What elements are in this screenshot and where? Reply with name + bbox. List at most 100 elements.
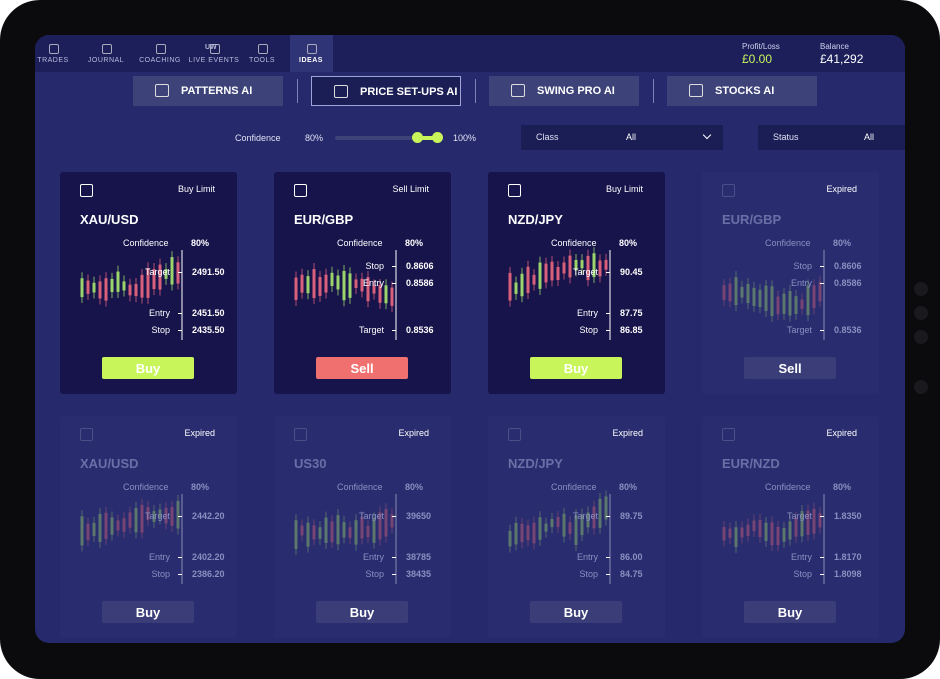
level-label: Entry [148,552,170,562]
level-label: Entry [362,552,384,562]
level-tick [178,330,182,331]
nav-tab[interactable]: JOURNAL [87,57,125,64]
idea-card[interactable]: Expired EUR/GBP Confidence 80% Stop 0.8606 Ent… [702,172,879,394]
level-tick [606,557,610,558]
level-label: Target [358,511,384,521]
level-tick [392,330,396,331]
level-label: Target [144,267,170,277]
card-status: Expired [398,428,429,438]
tool-button[interactable]: STOCKS AI [667,76,817,106]
nav-tab[interactable]: IDEAS [299,57,323,64]
confidence-value: 80% [405,482,424,492]
level-tick [392,266,396,267]
slider-track[interactable] [335,136,441,140]
level-tick [820,516,824,517]
tool-label: STOCKS AI [715,85,775,97]
tool-icon [511,84,525,97]
action-label: Buy [563,605,589,620]
level-value: 1.8350 [834,511,862,521]
side-button [914,330,928,344]
action-label: Sell [350,361,374,376]
level-tick [178,516,182,517]
level-value: 84.75 [620,569,643,579]
action-button[interactable]: Buy [316,601,408,623]
level-label: Target [786,511,812,521]
action-button[interactable]: Buy [102,601,194,623]
tool-button[interactable]: PRICE SET-UPS AI [311,76,461,106]
nav-tab[interactable]: COACHING [139,57,181,64]
slider-knob[interactable] [412,132,423,143]
action-button[interactable]: Sell [744,357,836,379]
card-status: Expired [184,428,215,438]
idea-card[interactable]: Expired XAU/USD Confidence 80% Target 2442.20… [60,416,237,638]
mini-chart [80,494,183,584]
nav-icon [258,44,268,54]
level-tick [820,557,824,558]
level-value: 1.8098 [834,569,862,579]
action-button[interactable]: Buy [744,601,836,623]
confidence-label: Confidence [551,238,597,248]
balance: £41,292 [820,52,864,66]
level-value: 0.8536 [834,325,862,335]
card-status: Expired [826,428,857,438]
chevron [702,130,712,140]
action-label: Buy [563,361,589,376]
level-value: 0.8606 [406,261,434,271]
idea-card[interactable]: Expired EUR/NZD Confidence 80% Target 1.8350 E… [702,416,879,638]
slider-knob[interactable] [432,132,443,143]
card-pair: US30 [294,456,327,471]
action-button[interactable]: Buy [530,601,622,623]
card-status: Sell Limit [392,184,429,194]
confidence-value: 80% [191,238,210,248]
mini-chart [294,494,397,584]
status-label: Status [773,132,799,142]
action-label: Sell [778,361,802,376]
idea-card[interactable]: Buy Limit XAU/USD Confidence 80% Target 2491.… [60,172,237,394]
card-pair: EUR/GBP [294,212,354,227]
level-label: Target [786,325,812,335]
level-value: 38785 [406,552,432,562]
idea-card[interactable]: Sell Limit EUR/GBP Confidence 80% Stop 0.8606… [274,172,451,394]
confidence-label: Confidence [123,482,169,492]
card-status: Expired [826,184,857,194]
app-screen: TRADES JOURNAL COACHING LIVE EVENTS TOOLS IDE… [35,35,905,643]
card-icon [294,184,307,197]
action-button[interactable]: Sell [316,357,408,379]
level-label: Entry [790,278,812,288]
mini-chart [294,250,397,340]
confidence-label: Confidence [765,238,811,248]
idea-card[interactable]: Expired US30 Confidence 80% Target 39650 Entry… [274,416,451,638]
class-select[interactable]: Class All [521,125,723,150]
level-value: 0.8586 [834,278,862,288]
level-value: 38435 [406,569,432,579]
slider-range [417,136,439,140]
level-value: 0.8606 [834,261,862,271]
nav-tab[interactable]: LIVE EVENTS [188,57,240,64]
level-tick [820,266,824,267]
level-tick [820,574,824,575]
card-status: Expired [612,428,643,438]
tool-button[interactable]: SWING PRO AI [489,76,639,106]
idea-card[interactable]: Buy Limit NZD/JPY Confidence 80% Target 90.45… [488,172,665,394]
level-value: 2386.20 [192,569,225,579]
level-value: 87.75 [620,308,643,318]
tool-button[interactable]: PATTERNS AI [133,76,283,106]
level-label: Stop [579,325,598,335]
mini-chart [508,490,611,584]
level-label: Target [358,325,384,335]
card-icon [80,184,93,197]
nav-tab[interactable]: TOOLS [248,57,276,64]
card-pair: XAU/USD [80,212,139,227]
action-button[interactable]: Buy [102,357,194,379]
status-select[interactable]: Status All [758,125,905,150]
nav-tab[interactable]: TRADES [37,57,69,64]
level-label: Stop [365,569,384,579]
level-tick [606,574,610,575]
idea-card[interactable]: Expired NZD/JPY Confidence 80% Target 89.75 En… [488,416,665,638]
level-value: 39650 [406,511,432,521]
level-label: Entry [790,552,812,562]
action-button[interactable]: Buy [530,357,622,379]
card-icon [508,184,521,197]
level-label: Stop [579,569,598,579]
